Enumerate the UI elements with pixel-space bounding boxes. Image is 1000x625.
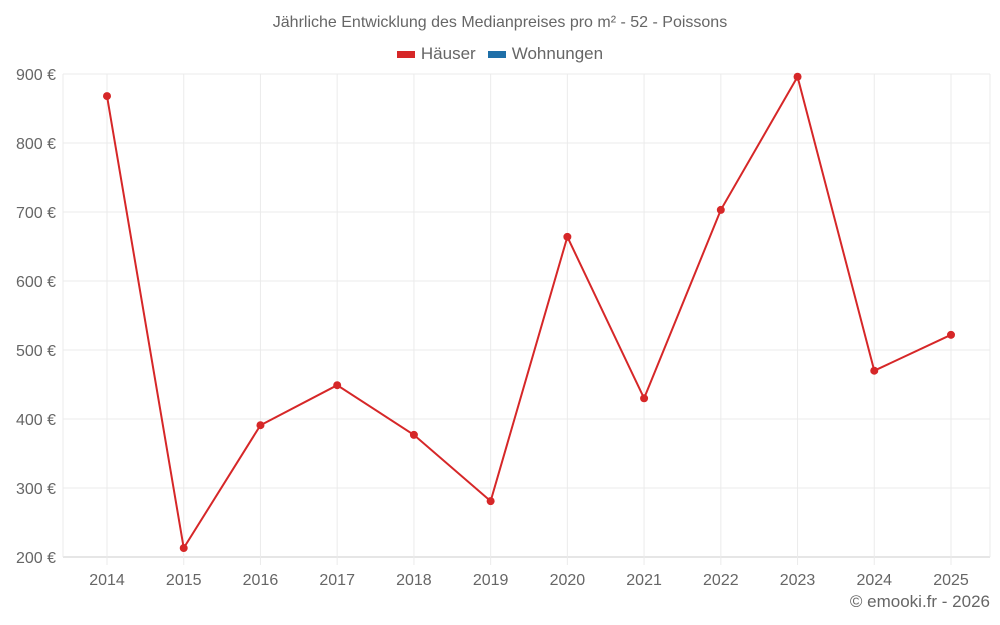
data-point	[103, 92, 111, 101]
legend-label-wohnungen: Wohnungen	[511, 44, 604, 63]
data-point	[486, 497, 495, 506]
legend: Häuser Wohnungen	[0, 44, 1000, 64]
y-tick-label: 300 €	[16, 481, 56, 498]
x-tick-label: 2024	[856, 572, 892, 589]
data-point	[640, 394, 649, 403]
series-line	[106, 74, 952, 551]
copyright-footer: © emooki.fr - 2026	[849, 592, 990, 611]
legend-swatch-wohnungen	[487, 50, 506, 58]
y-tick-label: 900 €	[16, 67, 56, 84]
chart-title: Jährliche Entwicklung des Medianpreises …	[272, 14, 728, 31]
x-tick-label: 2015	[166, 572, 202, 589]
x-tick-label: 2014	[89, 572, 125, 589]
y-tick-label: 600 €	[16, 274, 56, 291]
y-tick-label: 800 €	[16, 136, 56, 153]
x-tick-label: 2023	[780, 572, 816, 589]
data-point	[563, 232, 572, 241]
y-tick-label: 700 €	[16, 205, 56, 222]
x-tick-label: 2022	[703, 572, 739, 589]
x-tick-label: 2025	[933, 572, 969, 589]
legend-swatch-haeuser	[396, 50, 415, 58]
x-tick-label: 2019	[473, 572, 509, 589]
y-tick-label: 400 €	[16, 412, 56, 429]
y-tick-label: 500 €	[16, 343, 56, 360]
data-point	[256, 421, 265, 430]
x-tick-label: 2018	[396, 572, 432, 589]
x-tick-label: 2017	[319, 572, 355, 589]
data-point	[793, 72, 802, 81]
legend-item-haeuser[interactable]: Häuser	[396, 44, 476, 64]
x-tick-label: 2016	[243, 572, 279, 589]
x-tick-label: 2021	[626, 572, 662, 589]
data-point	[179, 544, 188, 553]
data-point	[333, 381, 342, 390]
data-point	[870, 366, 879, 375]
legend-item-wohnungen[interactable]: Wohnungen	[487, 44, 604, 64]
data-point	[716, 205, 725, 214]
data-point	[947, 330, 955, 339]
x-tick-label: 2020	[550, 572, 586, 589]
legend-label-haeuser: Häuser	[420, 44, 476, 63]
y-tick-label: 200 €	[16, 550, 56, 567]
data-point	[409, 430, 418, 439]
